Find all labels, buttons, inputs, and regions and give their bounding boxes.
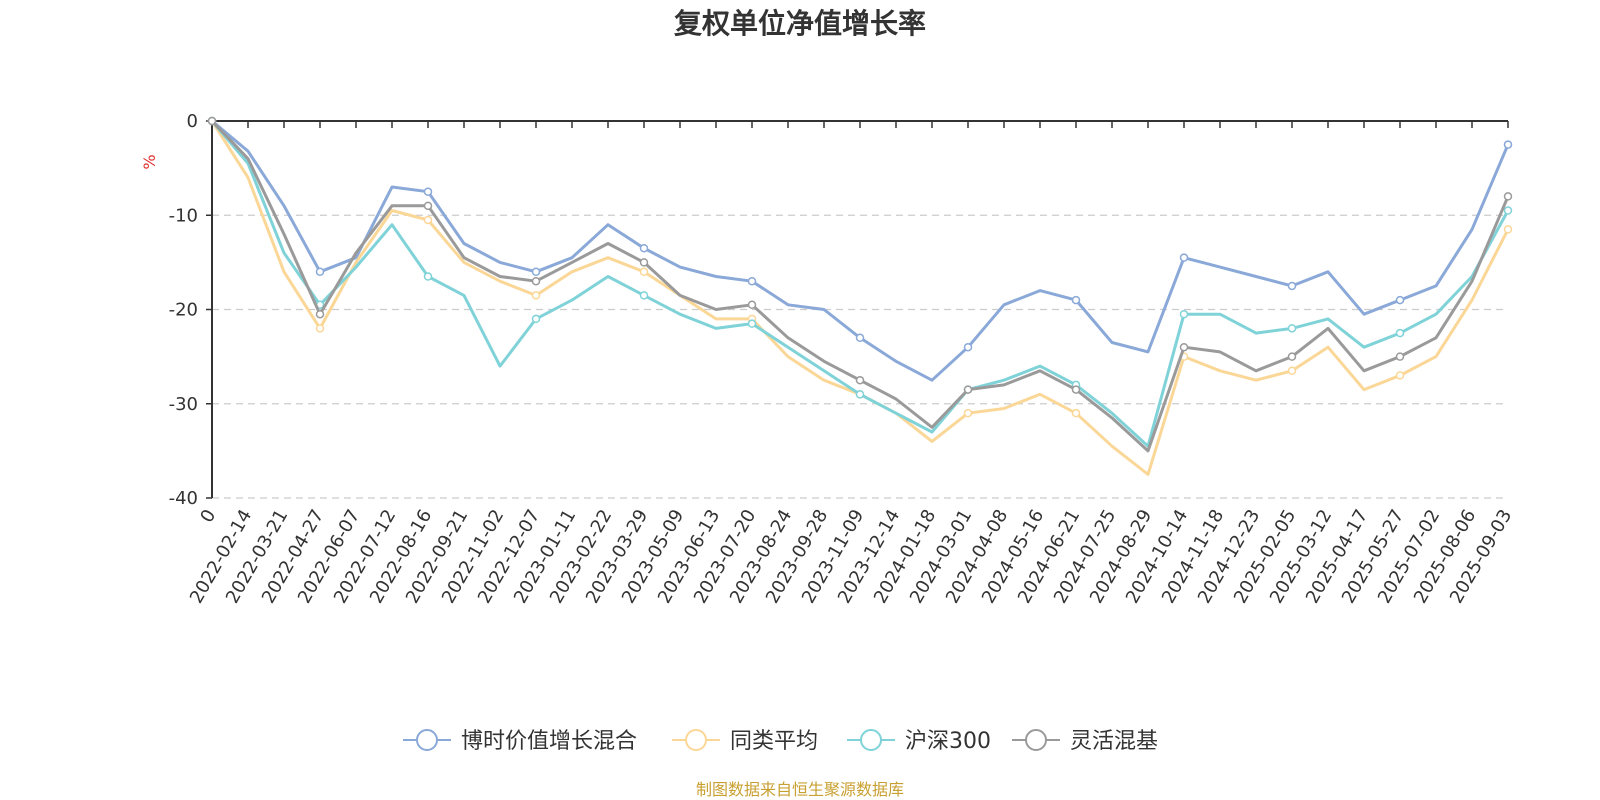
data-point [315,324,325,333]
data-point [855,333,865,343]
grid-lines [212,214,1508,499]
data-point [1179,342,1189,352]
data-point [1179,253,1189,262]
data-point [963,408,973,418]
series-3 [207,116,1513,453]
data-point [1503,206,1513,215]
legend-item-3[interactable]: 灵活混基 [1012,729,1158,754]
line-chart: 0-10-20-30-40%02022-02-142022-03-212022-… [140,111,1516,754]
data-point [1287,281,1297,291]
legend-label: 博时价值增长混合 [461,729,637,754]
legend-item-1[interactable]: 同类平均 [672,729,818,754]
y-tick-label: -10 [169,205,198,226]
legend-swatch-marker [416,729,438,751]
series-2 [207,116,1513,448]
data-point [1287,352,1297,361]
series-0 [207,116,1513,382]
data-point [1179,309,1189,319]
data-point [639,267,649,277]
data-point [423,201,433,211]
data-point [423,215,433,225]
data-point [1287,324,1297,333]
data-point [423,187,433,196]
legend-swatch-marker [685,729,707,751]
legend[interactable]: 博时价值增长混合 同类平均 沪深300 灵活混基 [403,729,1158,754]
y-tick-label: -40 [169,488,198,509]
data-point [963,342,973,352]
data-point [1071,408,1081,418]
data-point [1503,192,1513,201]
y-tick-label: -20 [169,300,198,321]
data-point [315,309,325,319]
x-tick-label: 0 [196,506,220,526]
data-point [1287,366,1297,376]
data-point [639,291,649,300]
data-point [1395,371,1405,380]
data-point [1395,328,1405,338]
chart-title: 复权单位净值增长率 [673,7,926,40]
data-point [1395,295,1405,305]
data-point [531,314,541,324]
data-point [423,272,433,281]
legend-swatch-marker [860,729,882,751]
data-point [531,267,541,277]
data-point [1071,295,1081,305]
data-point [1503,140,1513,149]
data-point [855,375,865,385]
data-point [1503,225,1513,234]
legend-item-0[interactable]: 博时价值增长混合 [403,729,637,754]
legend-label: 同类平均 [730,729,818,754]
data-point [207,116,217,126]
legend-label: 沪深300 [905,729,991,754]
data-point [639,243,649,253]
legend-label: 灵活混基 [1070,729,1158,754]
data-point [747,319,757,328]
data-point [747,276,757,286]
series-1 [207,116,1513,476]
series-line [210,119,1510,453]
legend-swatch-marker [1025,729,1047,751]
data-point [531,276,541,286]
data-point [639,258,649,267]
y-axis-label: % [140,154,159,169]
series-line [210,120,1510,476]
source-note: 制图数据来自恒生聚源数据库 [695,780,904,799]
data-point [315,267,325,277]
data-point [855,390,865,399]
data-point [531,291,541,300]
legend-item-2[interactable]: 沪深300 [847,729,991,754]
data-point [747,300,757,310]
data-point [1071,385,1081,394]
y-tick-label: 0 [187,111,198,132]
data-point [963,385,973,394]
data-point [1395,352,1405,361]
y-tick-label: -30 [169,394,198,415]
series-lines [207,116,1513,476]
